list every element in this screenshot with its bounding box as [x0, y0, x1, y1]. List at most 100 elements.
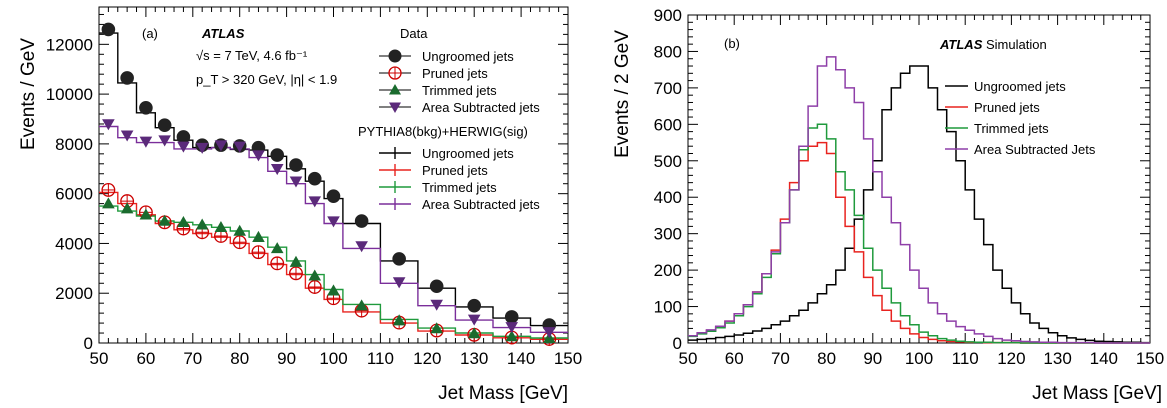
panel-b-x-tick-label: 130: [1043, 349, 1071, 368]
panel-a-data-point-3: [252, 230, 265, 242]
panel-a-data-point-3: [392, 314, 406, 326]
panel-b-y-tick-label: 100: [654, 298, 682, 317]
panel-a-data-point-2: [307, 280, 322, 294]
panel-b-legend-label: Ungroomed jets: [974, 79, 1066, 94]
panel-b-y-tick-label: 600: [654, 115, 682, 134]
panel-a-y-tick-label: 0: [84, 334, 93, 353]
panel-b-y-tick-label: 0: [673, 334, 682, 353]
panel-a-legend-data-label: Area Subtracted jets: [422, 100, 540, 115]
panel-b-atlas-label: ATLAS Simulation: [939, 37, 1047, 52]
panel-a-data-point-3: [270, 242, 284, 254]
panel-b-simulation-word: Simulation: [986, 37, 1047, 52]
panel-a-data-point-4: [177, 141, 190, 153]
panel-b-x-tick-label: 50: [679, 349, 698, 368]
panel-a-x-tick-label: 90: [277, 349, 296, 368]
panel-a-legend-data-label: Trimmed jets: [422, 83, 497, 98]
panel-a-data-point-4: [327, 216, 340, 228]
panel-a-x-tick-label: 140: [507, 349, 535, 368]
panel-a-data-point-1: [429, 279, 444, 294]
panel-b-y-tick-label: 800: [654, 42, 682, 61]
panel-a-data-point-4: [214, 140, 228, 152]
panel-a-data-point-1: [504, 310, 519, 324]
panel-a-data-point-2: [251, 245, 266, 260]
panel-a-data-point-3: [214, 220, 228, 232]
panel-b-legend-label: Trimmed jets: [974, 121, 1049, 136]
panel-a-x-tick-label: 70: [183, 349, 202, 368]
panel-b-x-tick-label: 90: [863, 349, 882, 368]
panel-b-atlas-word: ATLAS: [939, 37, 983, 52]
panel-a-data-point-3: [233, 224, 246, 236]
panel-a-legend-data-label: Pruned jets: [422, 66, 488, 81]
panel-a-data-point-4: [392, 277, 406, 289]
panel-a-data-point-3: [102, 197, 115, 209]
panel-a-legend-mc-label: Ungroomed jets: [422, 146, 514, 161]
panel-a-data-point-3: [327, 284, 340, 296]
panel-a-legend-data-label: Ungroomed jets: [422, 49, 514, 64]
panel-b-y-tick-label: 200: [654, 261, 682, 280]
panel-a-y-tick-label: 6000: [55, 185, 93, 204]
panel-a-data-point-4: [289, 176, 303, 188]
panel-a-x-tick-label: 80: [230, 349, 249, 368]
panel-b-xlabel: Jet Mass [GeV]: [1032, 383, 1162, 403]
panel-a-tag: (a): [142, 26, 158, 41]
panel-a-y-tick-label: 10000: [46, 85, 93, 104]
panel-b-x-tick-label: 120: [997, 349, 1025, 368]
panel-a-mc-line-4: [99, 125, 568, 333]
panel-a-data-point-2: [101, 182, 116, 197]
panel-a-x-tick-label: 60: [136, 349, 155, 368]
panel-b-y-tick-label: 400: [654, 188, 682, 207]
panel-a-mc-line-2: [99, 191, 568, 340]
panel-a-data-point-4: [158, 135, 171, 147]
panel-b-y-tick-label: 700: [654, 79, 682, 98]
panel-a-data-point-1: [354, 214, 369, 228]
panel-a-legend-data-marker: [389, 102, 401, 113]
panel-a-data-point-3: [120, 202, 134, 214]
panel-a-x-tick-label: 130: [460, 349, 488, 368]
panel-a-data-point-3: [158, 214, 171, 226]
panel-a-data-point-1: [307, 171, 322, 186]
panel-b-x-tick-label: 60: [725, 349, 744, 368]
panel-a-legend-data-marker: [388, 66, 402, 80]
panel-b-x-tick-label: 140: [1090, 349, 1118, 368]
panel-a-legend-mc-label: Trimmed jets: [422, 180, 497, 195]
panel-a-legend-mc-label: Pruned jets: [422, 163, 488, 178]
panel-a-data-point-4: [355, 241, 368, 253]
panel-a-data-point-4: [233, 141, 246, 153]
panel-a-data-point-1: [326, 189, 341, 203]
panel-a-x-tick-label: 150: [554, 349, 582, 368]
panel-a-data-point-1: [120, 71, 134, 85]
panel-a-data-point-3: [308, 269, 322, 281]
panel-a-data-point-1: [176, 130, 191, 144]
panel-a-data-point-3: [430, 322, 443, 334]
panel-a-mc-header: PYTHIA8(bkg)+HERWIG(sig): [358, 124, 528, 139]
panel-a-data-point-4: [139, 136, 153, 148]
panel-a-data-point-4: [308, 196, 322, 208]
panel-a-data-point-2: [232, 235, 247, 250]
panel-a-data-point-3: [355, 299, 368, 311]
panel-a-data-point-4: [102, 119, 115, 131]
panel-a-data-point-4: [252, 150, 265, 162]
panel-b-legend-label: Pruned jets: [974, 100, 1040, 115]
panel-a-x-tick-label: 100: [319, 349, 347, 368]
panel-a-data-point-4: [430, 299, 443, 311]
panel-b-x-tick-label: 80: [817, 349, 836, 368]
panel-a-data-point-3: [139, 208, 153, 220]
panel-a-x-tick-label: 120: [413, 349, 441, 368]
panel-a-data-point-1: [157, 118, 172, 133]
panel-a-legend-mc-label: Area Subtracted jets: [422, 197, 540, 212]
panel-a-legend-data-marker: [388, 49, 402, 63]
panel-a-data-point-3: [467, 327, 481, 339]
panel-a-data-point-1: [289, 158, 303, 172]
panel-b-x-tick-label: 100: [905, 349, 933, 368]
chart-panel-b: Events / 2 GeV Jet Mass [GeV] (b) ATLAS …: [612, 30, 1162, 404]
panel-a-mc-line-1: [99, 32, 568, 327]
panel-b-hist-line-3: [688, 123, 1150, 344]
panel-a-data-point-1: [101, 22, 116, 37]
panel-b-hist-line-2: [688, 141, 1150, 344]
panel-a-data-point-3: [177, 215, 190, 228]
panel-a-y-tick-label: 12000: [46, 35, 93, 54]
panel-a-data-point-2: [289, 266, 303, 281]
panel-b-x-tick-label: 70: [771, 349, 790, 368]
panel-a-data-point-1: [139, 101, 153, 115]
